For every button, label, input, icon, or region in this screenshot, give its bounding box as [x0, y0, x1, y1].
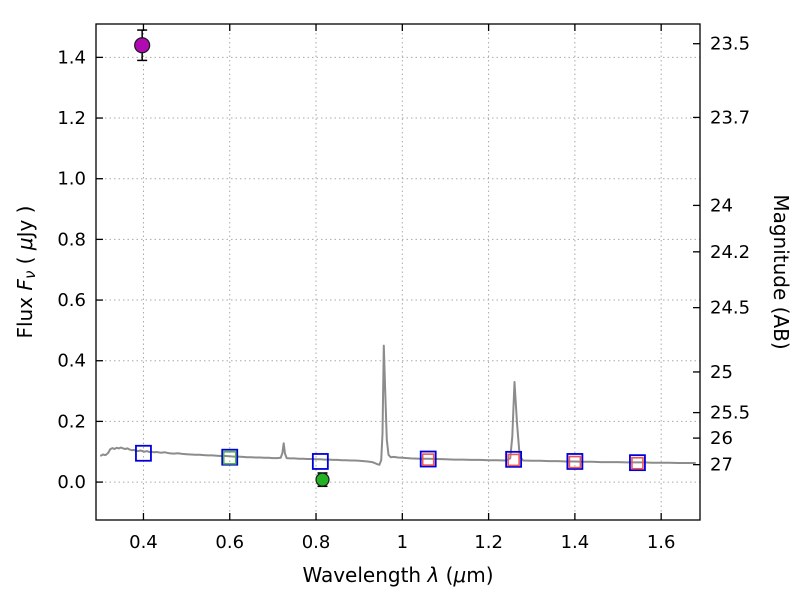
magnitude-tick-label: 24.2	[710, 242, 750, 263]
x-tick-label: 1.6	[647, 532, 676, 553]
magnitude-tick-label: 26	[710, 428, 733, 449]
magnitude-tick-label: 24.5	[710, 298, 750, 319]
magnitude-tick-label: 27	[710, 455, 733, 476]
y-tick-label-left: 0.6	[57, 290, 86, 311]
y-tick-label-left: 0.2	[57, 411, 86, 432]
axes-frame	[95, 23, 701, 521]
y-tick-label-left: 0.4	[57, 351, 86, 372]
x-tick-label: 0.8	[302, 532, 331, 553]
magnitude-tick-label: 23.7	[710, 107, 750, 128]
y-axis-label-right-text: Magnitude (AB)	[769, 194, 793, 349]
detection-magenta-point	[134, 29, 151, 62]
x-tick-label: 0.6	[215, 532, 244, 553]
magnitude-tick-label: 25.5	[710, 403, 750, 424]
magnitude-tick-label: 24	[710, 195, 733, 216]
y-axis-label-left: Flux Fν ( μJy )	[13, 205, 39, 338]
y-tick-label-left: 0.8	[57, 229, 86, 250]
y-axis-label-right: Magnitude (AB)	[769, 194, 793, 349]
grid-lines	[96, 24, 700, 520]
x-axis-label: Wavelength λ (μm)	[302, 563, 493, 587]
y-tick-labels-right: 23.5 23.7 24 24.2 24.5 25 25.5 26 27	[710, 34, 750, 476]
y-tick-label-left: 1.4	[57, 47, 86, 68]
tick-marks	[96, 24, 700, 520]
x-tick-label: 1	[397, 532, 408, 553]
x-axis-label-text: Wavelength λ (μm)	[302, 563, 493, 587]
photometry-green-square	[222, 451, 237, 465]
y-tick-label-left: 1.0	[57, 169, 86, 190]
x-tick-label: 1.4	[561, 532, 590, 553]
x-tick-labels: 0.4 0.6 0.8 1 1.2 1.4 1.6	[129, 532, 675, 553]
detection-green-point	[315, 472, 330, 488]
y-axis-label-left-text: Flux Fν ( μJy )	[13, 205, 39, 338]
x-tick-label: 1.2	[474, 532, 503, 553]
y-tick-label-left: 1.2	[57, 108, 86, 129]
observed-photometry-red-squares	[421, 453, 644, 470]
model-spectrum-line	[99, 344, 696, 466]
magnitude-tick-label: 25	[710, 362, 733, 383]
y-tick-label-left: 0.0	[57, 472, 86, 493]
magnitude-tick-label: 23.5	[710, 34, 750, 55]
model-photometry-blue-squares	[135, 444, 646, 472]
x-tick-label: 0.4	[129, 532, 158, 553]
y-tick-labels-left: 0.0 0.2 0.4 0.6 0.8 1.0 1.2 1.4	[57, 47, 86, 493]
